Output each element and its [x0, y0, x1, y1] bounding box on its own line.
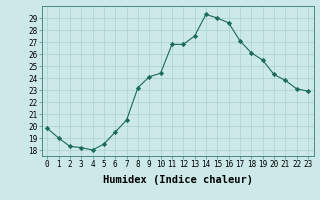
- X-axis label: Humidex (Indice chaleur): Humidex (Indice chaleur): [103, 175, 252, 185]
